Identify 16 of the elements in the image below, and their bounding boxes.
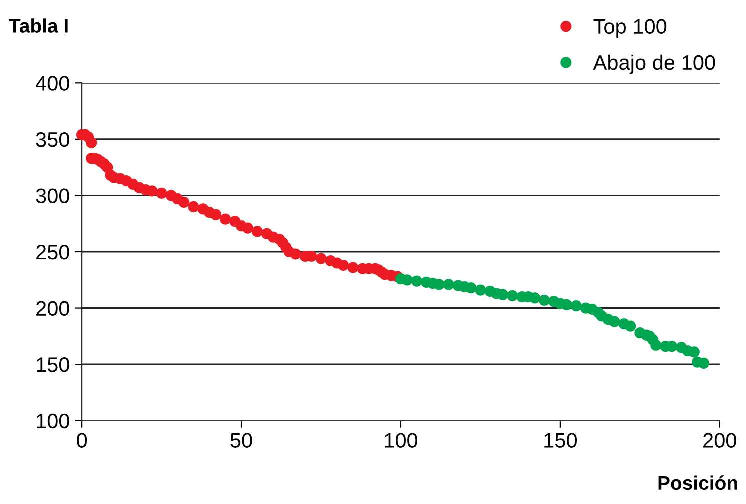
y-tick-label: 350	[36, 132, 70, 148]
x-tick-label: 150	[544, 433, 577, 448]
x-tick-label: 50	[230, 433, 252, 448]
x-tick-label: 200	[704, 433, 736, 448]
x-tick-label: 100	[385, 433, 418, 448]
y-tick-label: 300	[36, 188, 70, 204]
y-tick-label: 250	[36, 245, 70, 260]
chart-title: Tabla I	[9, 18, 68, 33]
legend-label: Abajo de 100	[593, 54, 716, 74]
y-tick-label: 100	[37, 414, 70, 429]
x-axis-title: Posición	[658, 476, 738, 490]
y-tick-label: 150	[37, 358, 70, 372]
x-tick-label: 0	[77, 433, 88, 448]
y-tick-label: 200	[36, 301, 70, 316]
legend-label: Top 100	[594, 19, 667, 38]
y-tick-label: 400	[36, 76, 70, 91]
